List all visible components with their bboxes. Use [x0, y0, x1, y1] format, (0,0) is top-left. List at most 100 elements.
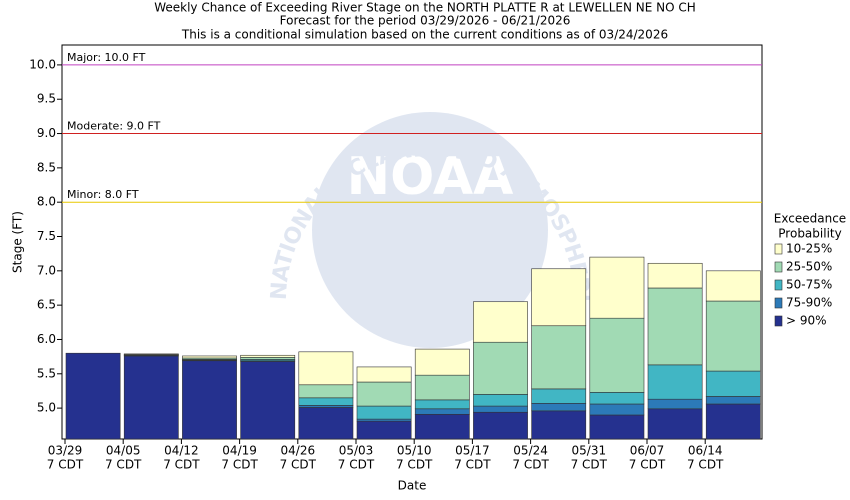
y-axis-label: Stage (FT) [11, 211, 25, 273]
bar-segment [356, 418, 412, 422]
x-tick-sublabel: 7 CDT [105, 458, 142, 472]
bar-segment [531, 268, 587, 327]
bar-segment [414, 374, 470, 401]
x-tick-label: 05/31 [572, 444, 607, 458]
bar-segment [356, 366, 412, 383]
bar-segment [647, 262, 703, 289]
bar-segment [414, 408, 470, 415]
legend-swatch [774, 243, 783, 255]
bar-segment [298, 384, 354, 399]
threshold-label: Minor: 8.0 FT [67, 188, 139, 201]
title-line: Forecast for the period 03/29/2026 - 06/… [280, 14, 571, 28]
bar-segment [298, 351, 354, 386]
bar-segment [182, 355, 237, 359]
bar-segment [356, 381, 412, 407]
bar-segment [647, 364, 703, 400]
legend-swatch [774, 279, 783, 291]
bar-segment [356, 405, 412, 420]
x-tick-sublabel: 7 CDT [571, 458, 608, 472]
bar-segment [531, 410, 587, 440]
y-tick-label: 5.5 [37, 366, 56, 380]
x-tick-label: 04/05 [106, 444, 141, 458]
bar-segment [240, 357, 296, 360]
legend-label: 25-50% [786, 260, 832, 274]
bar-segment [123, 353, 179, 355]
x-tick-label: 06/07 [630, 444, 665, 458]
legend-label: 50-75% [786, 278, 832, 292]
bar-segment [414, 399, 470, 410]
x-tick-sublabel: 7 CDT [163, 458, 200, 472]
bar-segment [705, 300, 761, 372]
x-axis-label: Date [398, 479, 427, 493]
x-tick-label: 05/10 [397, 444, 432, 458]
x-tick-sublabel: 7 CDT [221, 458, 258, 472]
plot-frame [61, 44, 763, 440]
bar-segment [473, 341, 528, 395]
y-tick-label: 9.0 [37, 126, 56, 140]
y-tick-label: 10.0 [29, 57, 56, 71]
y-tick-label: 5.0 [37, 401, 56, 415]
x-tick-label: 04/26 [281, 444, 316, 458]
bar-segment [240, 361, 296, 440]
legend-swatch [774, 297, 783, 309]
y-tick-label: 8.5 [37, 160, 56, 174]
watermark-logo: NOAA [347, 147, 514, 207]
legend-title: Probability [778, 227, 841, 241]
bar-segment [414, 348, 470, 376]
bar-segment [298, 397, 354, 406]
legend-swatch [774, 315, 783, 327]
x-tick-sublabel: 7 CDT [687, 458, 724, 472]
bar-segment [240, 354, 296, 358]
bar-segment [647, 408, 703, 440]
bar-segment [65, 352, 121, 440]
x-tick-label: 04/19 [222, 444, 257, 458]
x-tick-label: 05/03 [339, 444, 374, 458]
x-tick-sublabel: 7 CDT [280, 458, 317, 472]
bar-segment [589, 392, 645, 405]
bar-segment [414, 413, 470, 440]
bar-segment [589, 414, 645, 440]
watermark-disc [312, 112, 548, 348]
x-tick-label: 05/17 [455, 444, 490, 458]
x-tick-label: 03/29 [48, 444, 83, 458]
bar-segment [589, 403, 645, 416]
bar-segment [182, 360, 237, 440]
bar-segment [531, 325, 587, 390]
title-line: Weekly Chance of Exceeding River Stage o… [154, 1, 696, 15]
legend-label: 75-90% [786, 296, 832, 310]
bar-segment [647, 398, 703, 410]
y-tick-label: 9.5 [37, 92, 56, 106]
title-line: This is a conditional simulation based o… [181, 28, 668, 42]
y-tick-label: 6.0 [37, 332, 56, 346]
x-tick-sublabel: 7 CDT [47, 458, 84, 472]
bar-segment [589, 256, 645, 319]
x-tick-sublabel: 7 CDT [629, 458, 666, 472]
y-tick-label: 8.0 [37, 195, 56, 209]
legend-title: Exceedance [774, 212, 846, 226]
bar-segment [705, 396, 761, 405]
threshold-label: Major: 10.0 FT [67, 51, 146, 64]
legend-label: 10-25% [786, 242, 832, 256]
threshold-label: Moderate: 9.0 FT [67, 120, 161, 133]
bar-segment [298, 407, 354, 440]
bar-segment [473, 405, 528, 413]
bar-segment [647, 287, 703, 366]
bar-segment [473, 411, 528, 440]
bar-segment [589, 317, 645, 393]
x-tick-sublabel: 7 CDT [512, 458, 549, 472]
legend-swatch [774, 261, 783, 273]
bar-segment [473, 301, 528, 343]
x-tick-sublabel: 7 CDT [454, 458, 491, 472]
x-tick-label: 06/14 [688, 444, 723, 458]
bar-segment [705, 370, 761, 397]
bar-segment [473, 394, 528, 407]
legend-label: > 90% [786, 314, 827, 328]
x-tick-sublabel: 7 CDT [338, 458, 375, 472]
x-tick-sublabel: 7 CDT [396, 458, 433, 472]
bar-segment [531, 403, 587, 412]
x-tick-label: 05/24 [513, 444, 548, 458]
x-tick-label: 04/12 [164, 444, 199, 458]
bar-segment [705, 270, 761, 302]
bar-segment [705, 403, 761, 440]
